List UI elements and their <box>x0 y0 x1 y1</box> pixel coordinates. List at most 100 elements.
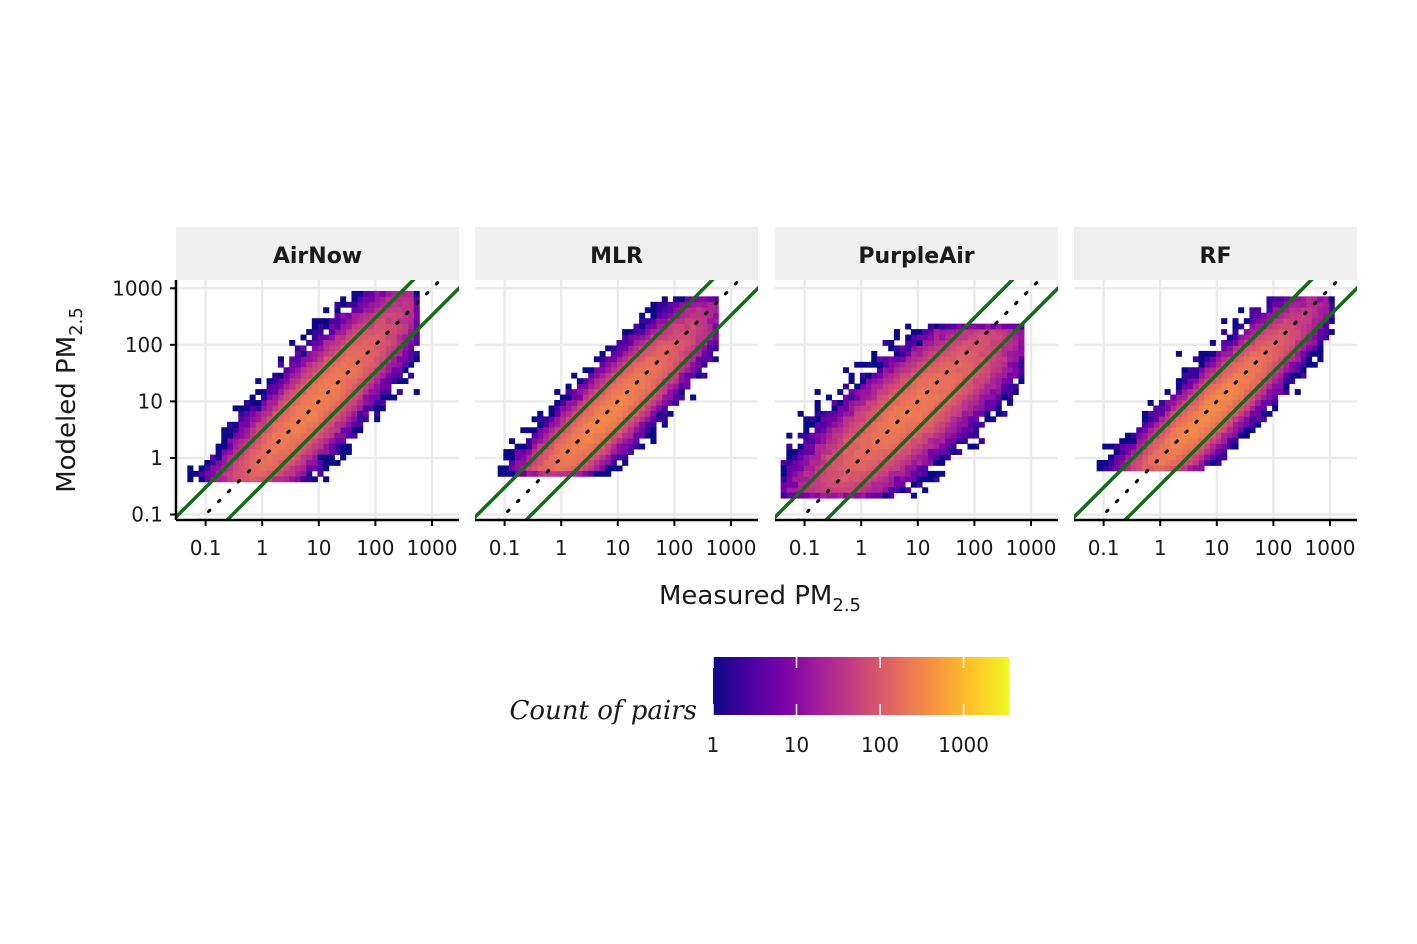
heatmap-cell <box>379 301 386 308</box>
heatmap-cell <box>905 438 912 445</box>
heatmap-cell <box>255 470 262 477</box>
heatmap-cell <box>232 470 239 477</box>
heatmap-cell <box>842 416 849 423</box>
lower-bound-line <box>1122 285 1357 520</box>
heatmap-cell <box>1181 394 1188 401</box>
heatmap-cell <box>695 372 702 379</box>
heatmap-cell <box>961 361 968 368</box>
heatmap-cell <box>1158 432 1165 439</box>
heatmap-cell <box>1001 323 1008 330</box>
heatmap-cell <box>368 340 375 346</box>
upper-bound-line <box>176 280 416 520</box>
heatmap-cell <box>1272 334 1279 341</box>
heatmap-cell <box>673 372 680 379</box>
heatmap-cell <box>605 460 612 466</box>
heatmap-cell <box>633 432 640 439</box>
heatmap-cell <box>905 394 912 401</box>
heatmap-cell <box>306 421 313 428</box>
heatmap-cell <box>1255 405 1262 412</box>
heatmap-cell <box>893 361 900 368</box>
heatmap-cell <box>922 345 929 352</box>
heatmap-cell <box>1226 394 1233 401</box>
heatmap-cell <box>277 427 284 434</box>
heatmap-cell <box>531 432 538 439</box>
heatmap-cell <box>379 296 386 303</box>
heatmap-cell <box>876 372 883 379</box>
heatmap-cell <box>690 372 697 379</box>
heatmap-cell <box>1232 400 1239 406</box>
heatmap-cell <box>865 492 872 499</box>
heatmap-cell <box>893 481 900 488</box>
heatmap-cell <box>334 356 341 363</box>
heatmap-cell <box>837 410 844 417</box>
heatmap-cell <box>391 329 398 335</box>
heatmap-cell <box>701 345 708 352</box>
heatmap-cell <box>599 350 606 357</box>
heatmap-cell <box>656 323 663 330</box>
heatmap-cell <box>1249 405 1256 412</box>
heatmap-cell <box>995 394 1002 401</box>
heatmap-cell <box>599 432 606 439</box>
heatmap-cell <box>893 454 900 461</box>
heatmap-cell <box>842 394 849 401</box>
heatmap-cell <box>277 476 284 483</box>
heatmap-cell <box>1209 400 1216 406</box>
heatmap-cell <box>825 476 832 483</box>
heatmap-cell <box>848 427 855 434</box>
heatmap-cell <box>1266 334 1273 341</box>
heatmap-cell <box>599 383 606 390</box>
heatmap-cell <box>656 340 663 346</box>
heatmap-cell <box>340 323 347 330</box>
heatmap-cell <box>351 329 358 335</box>
heatmap-cell <box>944 350 951 357</box>
heatmap-cell <box>610 416 617 423</box>
heatmap-cell <box>927 405 934 412</box>
heatmap-cell <box>707 307 714 314</box>
heatmap-cell <box>882 443 889 450</box>
heatmap-cell <box>1232 334 1239 341</box>
heatmap-cell <box>1198 460 1205 466</box>
heatmap-cell <box>1317 301 1324 308</box>
heatmap-cell <box>1221 372 1228 379</box>
x-tick-label: 1 <box>1154 536 1167 560</box>
heatmap-cell <box>973 378 980 385</box>
heatmap-cell <box>565 438 572 445</box>
heatmap-cell <box>780 487 787 494</box>
heatmap-cell <box>695 318 702 325</box>
heatmap-cell <box>882 449 889 455</box>
heatmap-cell <box>1221 405 1228 412</box>
heatmap-cell <box>1249 345 1256 352</box>
heatmap-cell <box>644 329 651 335</box>
heatmap-cell <box>593 449 600 455</box>
heatmap-cell <box>374 410 381 417</box>
heatmap-cell <box>1272 400 1279 406</box>
heatmap-cell <box>893 438 900 445</box>
heatmap-cell <box>294 350 301 357</box>
heatmap-cell <box>667 389 674 395</box>
heatmap-cell <box>334 301 341 308</box>
heatmap-cell <box>893 449 900 455</box>
heatmap-cell <box>820 492 827 499</box>
heatmap-cell <box>1192 410 1199 417</box>
heatmap-cell <box>916 454 923 461</box>
heatmap-cell <box>1209 367 1216 374</box>
heatmap-cell <box>1147 443 1154 450</box>
heatmap-cell <box>820 416 827 423</box>
heatmap-cell <box>255 427 262 434</box>
heatmap-cell <box>593 400 600 406</box>
heatmap-cell <box>345 400 352 406</box>
heatmap-cell <box>842 405 849 412</box>
heatmap-cell <box>916 372 923 379</box>
heatmap-cell <box>289 372 296 379</box>
heatmap-cell <box>876 487 883 494</box>
heatmap-cell <box>272 372 279 379</box>
heatmap-cell <box>1277 350 1284 357</box>
heatmap-cell <box>639 361 646 368</box>
heatmap-cell <box>408 290 415 297</box>
heatmap-cell <box>323 378 330 385</box>
heatmap-cell <box>351 416 358 423</box>
heatmap-cell <box>690 307 697 314</box>
heatmap-cell <box>345 432 352 439</box>
heatmap-cell <box>627 329 634 335</box>
